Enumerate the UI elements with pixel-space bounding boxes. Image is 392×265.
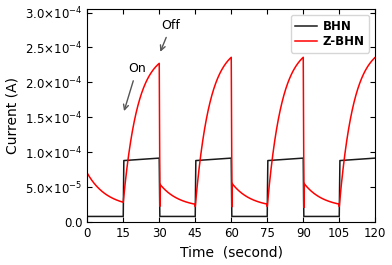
BHN [373, 157, 377, 160]
Z-BHN [88, 177, 93, 180]
Z-BHN [125, 159, 130, 162]
Z-BHN [281, 94, 286, 98]
Text: On: On [123, 62, 146, 110]
BHN [281, 158, 286, 161]
BHN [272, 158, 276, 162]
Z-BHN [272, 145, 276, 149]
Z-BHN [85, 171, 90, 175]
BHN [363, 157, 367, 160]
X-axis label: Time  (second): Time (second) [180, 245, 283, 259]
BHN [238, 215, 242, 218]
BHN [125, 159, 130, 162]
BHN [88, 215, 93, 218]
BHN [85, 215, 90, 218]
Z-BHN [238, 190, 242, 193]
Z-BHN [373, 56, 377, 59]
Legend: BHN, Z-BHN: BHN, Z-BHN [291, 15, 369, 53]
Y-axis label: Current (A): Current (A) [5, 77, 20, 154]
Line: Z-BHN: Z-BHN [87, 57, 375, 207]
Z-BHN [363, 70, 367, 73]
Line: BHN: BHN [87, 158, 375, 217]
Text: Off: Off [160, 19, 180, 50]
Z-BHN [301, 206, 306, 209]
Z-BHN [301, 56, 306, 59]
